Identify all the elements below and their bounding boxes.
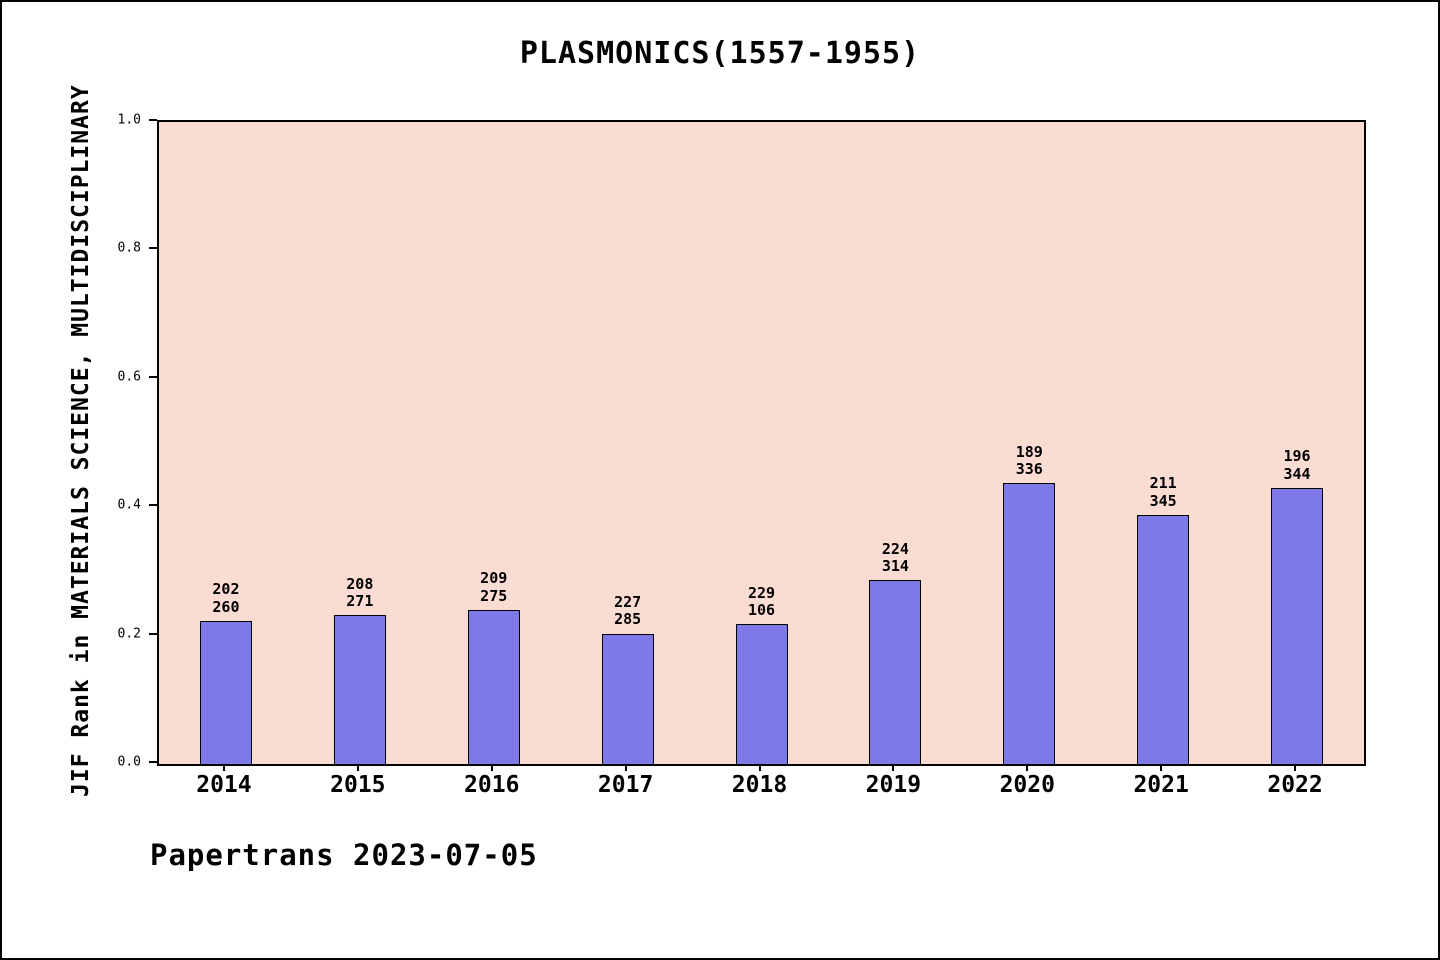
x-tick-mark: [1160, 764, 1163, 771]
chart-title: PLASMONICS(1557-1955): [519, 36, 921, 71]
x-tick-label: 2016: [464, 772, 520, 798]
y-tick-label: 0.0: [117, 754, 141, 770]
y-tick-label: 0.4: [117, 497, 141, 513]
bar-value-label: 224 314: [881, 539, 909, 576]
bar-value-label: 209 275: [480, 569, 508, 605]
x-tick-mark: [222, 764, 225, 771]
bar-2021: [1137, 514, 1190, 764]
x-tick-mark: [758, 764, 761, 771]
bar-value-label: 202 260: [212, 580, 240, 616]
y-tick-mark: [149, 247, 157, 250]
bar-2014: [199, 620, 252, 764]
y-tick-label: 0.6: [117, 369, 141, 385]
bar-2019: [869, 580, 922, 764]
y-tick-mark: [149, 761, 157, 763]
bar-2016: [467, 609, 520, 764]
x-tick-label: 2014: [196, 772, 252, 798]
y-tick-mark: [149, 632, 157, 635]
y-tick-label: 0.8: [117, 240, 141, 256]
x-tick-mark: [356, 764, 359, 771]
x-tick-label: 2018: [731, 772, 788, 798]
bar-value-label: 227 285: [614, 593, 642, 629]
bar-value-label: 229 106: [747, 583, 776, 619]
bar-value-label: 189 336: [1015, 442, 1043, 479]
y-tick-label: 1.0: [117, 112, 141, 128]
bar-2015: [333, 615, 386, 764]
y-tick-mark: [149, 375, 157, 378]
x-tick-label: 2020: [999, 772, 1055, 798]
x-tick-label: 2017: [597, 772, 654, 798]
bar-value-label: 211 345: [1149, 474, 1177, 510]
bar-2022: [1271, 487, 1324, 764]
x-tick-label: 2015: [330, 772, 386, 798]
x-tick-mark: [624, 764, 627, 771]
x-tick-mark: [892, 764, 895, 771]
x-tick-label: 2019: [865, 772, 922, 798]
y-axis-ticks: 0.0 0.2 0.4 0.6 0.8 1.0: [2, 113, 157, 770]
bar-value-label: 196 344: [1283, 447, 1311, 483]
x-tick-mark: [490, 764, 493, 771]
x-tick-mark: [1026, 764, 1029, 771]
x-tick-mark: [1294, 764, 1297, 771]
x-axis-ticks: 2014 2015 2016 2017 2018 2019 2020 2021 2022: [157, 764, 1362, 810]
bar-2020: [1003, 483, 1056, 764]
bar-2017: [601, 633, 654, 764]
x-tick-label: 2022: [1267, 772, 1323, 798]
bar-value-label: 208 271: [346, 574, 374, 610]
y-tick-mark: [149, 504, 157, 507]
x-tick-label: 2021: [1133, 772, 1189, 798]
bar-2018: [735, 624, 788, 764]
plot-area: 202 260 208 271 209 275 227 285 229 106 224 3…: [157, 120, 1366, 766]
y-tick-label: 0.2: [117, 626, 141, 642]
y-tick-mark: [149, 119, 157, 121]
footer-text: Papertrans 2023-07-05: [150, 838, 538, 872]
